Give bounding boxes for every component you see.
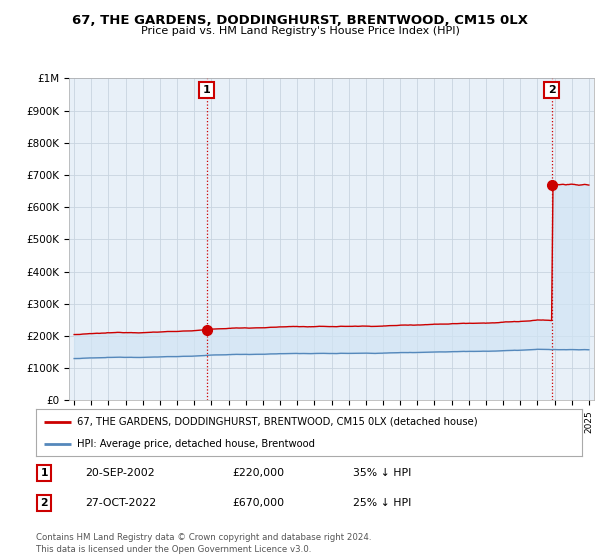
Text: 2: 2 [548, 85, 556, 95]
Text: 25% ↓ HPI: 25% ↓ HPI [353, 498, 411, 508]
Text: 20-SEP-2002: 20-SEP-2002 [85, 468, 155, 478]
Text: £670,000: £670,000 [233, 498, 284, 508]
Text: Price paid vs. HM Land Registry's House Price Index (HPI): Price paid vs. HM Land Registry's House … [140, 26, 460, 36]
Text: 67, THE GARDENS, DODDINGHURST, BRENTWOOD, CM15 0LX (detached house): 67, THE GARDENS, DODDINGHURST, BRENTWOOD… [77, 417, 478, 427]
Text: 2: 2 [40, 498, 48, 508]
Text: 67, THE GARDENS, DODDINGHURST, BRENTWOOD, CM15 0LX: 67, THE GARDENS, DODDINGHURST, BRENTWOOD… [72, 14, 528, 27]
Text: 35% ↓ HPI: 35% ↓ HPI [353, 468, 411, 478]
Text: 1: 1 [40, 468, 48, 478]
Text: This data is licensed under the Open Government Licence v3.0.: This data is licensed under the Open Gov… [36, 545, 311, 554]
Text: £220,000: £220,000 [233, 468, 284, 478]
Text: 1: 1 [203, 85, 211, 95]
Text: Contains HM Land Registry data © Crown copyright and database right 2024.: Contains HM Land Registry data © Crown c… [36, 533, 371, 542]
Text: HPI: Average price, detached house, Brentwood: HPI: Average price, detached house, Bren… [77, 438, 315, 449]
Text: 27-OCT-2022: 27-OCT-2022 [85, 498, 156, 508]
